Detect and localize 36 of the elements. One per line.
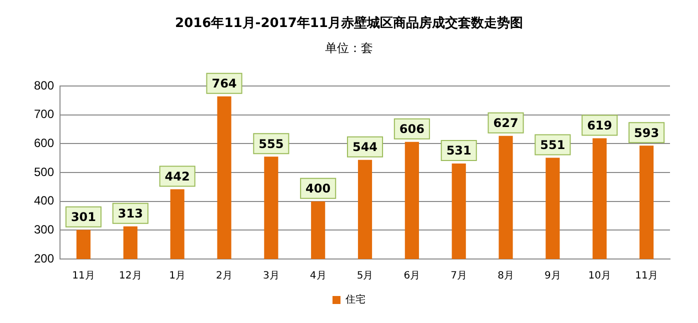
data-label: 531 [446, 144, 472, 158]
data-label: 764 [212, 76, 237, 91]
x-tick-label: 12月 [119, 270, 142, 282]
x-tick-label: 1月 [169, 270, 186, 282]
y-tick-label: 200 [34, 251, 54, 266]
data-label: 606 [399, 122, 424, 136]
data-label: 544 [352, 140, 378, 154]
x-tick-label: 9月 [544, 270, 561, 282]
data-label: 442 [164, 169, 190, 184]
x-tick-label: 11月 [635, 270, 658, 282]
data-label: 555 [258, 136, 284, 151]
y-tick-label: 400 [34, 194, 54, 208]
x-tick-label: 2月 [216, 270, 232, 282]
x-tick-label: 4月 [310, 270, 326, 282]
x-tick-label: 7月 [450, 270, 468, 282]
y-tick-label: 500 [34, 164, 54, 179]
legend-label: 住宅 [346, 294, 366, 306]
y-tick-label: 800 [34, 78, 54, 92]
chart-title: 2016年11月-2017年11月赤壁城区商品房成交套数走势图 [175, 15, 523, 32]
x-tick-label: 11月 [72, 270, 95, 282]
data-label: 301 [70, 210, 96, 224]
x-tick-label: 8月 [498, 270, 514, 282]
x-tick-label: 6月 [404, 270, 420, 282]
x-tick-label: 3月 [262, 270, 280, 282]
data-label: 400 [306, 181, 331, 196]
y-tick-label: 700 [34, 107, 54, 122]
data-label: 313 [118, 206, 143, 221]
y-tick-label: 600 [34, 136, 54, 150]
data-label: 551 [540, 138, 566, 152]
data-label: 627 [493, 116, 518, 130]
data-label: 619 [587, 118, 612, 132]
x-tick-label: 5月 [356, 270, 374, 282]
y-tick-label: 300 [34, 222, 54, 236]
x-tick-label: 10月 [588, 270, 611, 282]
chart-subtitle: 单位：套 [325, 40, 373, 55]
data-label: 593 [634, 126, 660, 140]
